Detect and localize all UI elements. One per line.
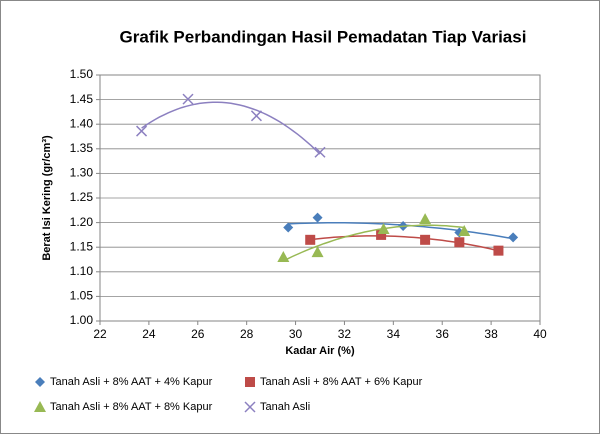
x-tick-label: 28: [240, 327, 254, 341]
point: [305, 234, 316, 245]
point: [376, 229, 387, 240]
y-tick-label: 1.15: [70, 239, 94, 253]
x-tick-label: 30: [289, 327, 303, 341]
y-tick-label: 1.10: [70, 264, 94, 278]
legend-label: Tanah Asli + 8% AAT + 6% Kapur: [260, 376, 423, 388]
point: [312, 212, 323, 223]
point: [136, 125, 148, 137]
legend-item: Tanah Asli + 8% AAT + 6% Kapur: [245, 376, 423, 388]
point: [454, 237, 465, 248]
x-tick-label: 34: [387, 327, 401, 341]
point: [182, 93, 194, 105]
point: [250, 110, 262, 122]
point: [508, 232, 519, 243]
legend-swatch: [34, 401, 46, 412]
y-tick-label: 1.30: [70, 166, 94, 180]
chart-title: Grafik Perbandingan Hasil Pemadatan Tiap…: [120, 27, 527, 46]
x-tick-label: 32: [338, 327, 352, 341]
legend-swatch: [244, 401, 256, 413]
point: [377, 222, 390, 234]
point: [283, 222, 294, 233]
y-tick-label: 1.05: [70, 289, 94, 303]
trendline: [282, 224, 465, 262]
y-tick-label: 1.25: [70, 190, 94, 204]
legend-item: Tanah Asli: [244, 401, 310, 413]
x-tick-label: 24: [142, 327, 156, 341]
trendline: [310, 235, 499, 252]
legend-label: Tanah Asli + 8% AAT + 4% Kapur: [50, 376, 213, 388]
y-tick-label: 1.45: [70, 92, 94, 106]
y-tick-label: 1.50: [70, 67, 94, 81]
x-axis-title: Kadar Air (%): [285, 345, 355, 357]
point: [311, 246, 324, 258]
x-tick-label: 38: [484, 327, 498, 341]
legend-label: Tanah Asli: [260, 401, 310, 413]
point: [277, 251, 290, 263]
y-axis-title: Berat Isi Kering (gr/cm³): [41, 135, 53, 261]
x-tick-label: 26: [191, 327, 205, 341]
point: [419, 213, 432, 225]
y-tick-label: 1.40: [70, 116, 94, 130]
x-tick-label: 40: [533, 327, 547, 341]
y-tick-label: 1.35: [70, 141, 94, 155]
x-tick-label: 22: [93, 327, 107, 341]
point: [314, 146, 326, 158]
point: [458, 224, 471, 236]
point: [493, 245, 504, 256]
legend-item: Tanah Asli + 8% AAT + 4% Kapur: [35, 376, 213, 388]
y-tick-label: 1.20: [70, 215, 94, 229]
x-tick-label: 36: [436, 327, 450, 341]
trendline: [141, 101, 321, 155]
legend-item: Tanah Asli + 8% AAT + 8% Kapur: [34, 401, 213, 413]
legend-swatch: [245, 377, 255, 387]
point: [420, 234, 431, 245]
legend-label: Tanah Asli + 8% AAT + 8% Kapur: [50, 401, 213, 413]
y-tick-label: 1.00: [70, 313, 94, 327]
legend-swatch: [35, 377, 45, 387]
